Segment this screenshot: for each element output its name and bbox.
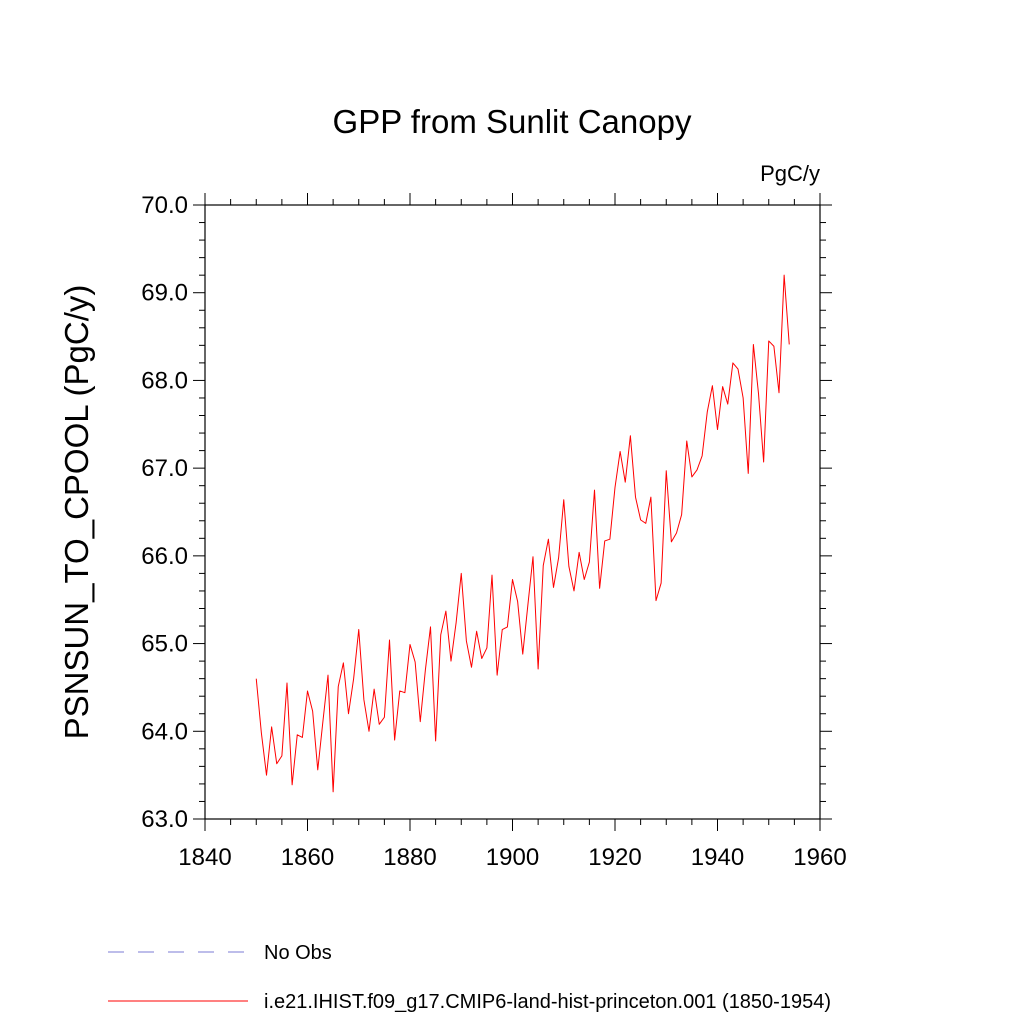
- y-tick-label: 69.0: [141, 280, 188, 307]
- y-tick-label: 63.0: [141, 806, 188, 833]
- x-tick-label: 1940: [691, 844, 744, 871]
- x-tick-label: 1880: [383, 844, 436, 871]
- y-tick-label: 64.0: [141, 718, 188, 745]
- x-tick-label: 1900: [486, 844, 539, 871]
- x-tick-label: 1960: [793, 844, 846, 871]
- y-tick-label: 70.0: [141, 192, 188, 219]
- x-tick-label: 1840: [178, 844, 231, 871]
- y-tick-label: 65.0: [141, 631, 188, 658]
- plot-area: 1840 1860 1880 1900 1920 1940 1960 63.0 64.0 65.0…: [141, 192, 846, 871]
- legend: No Obs i.e21.IHIST.f09_g17.CMIP6-land-his…: [108, 942, 831, 1013]
- legend-label: i.e21.IHIST.f09_g17.CMIP6-land-hist-prin…: [264, 991, 831, 1013]
- x-tick-label: 1920: [588, 844, 641, 871]
- y-tick-label: 68.0: [141, 367, 188, 394]
- units-label: PgC/y: [760, 161, 820, 186]
- x-tick-label: 1860: [281, 844, 334, 871]
- y-tick-label: 67.0: [141, 455, 188, 482]
- y-tick-label: 66.0: [141, 543, 188, 570]
- series-line: [255, 274, 790, 793]
- chart-title: GPP from Sunlit Canopy: [333, 103, 692, 140]
- plot-frame: [204, 204, 821, 820]
- legend-label: No Obs: [264, 942, 332, 964]
- y-axis-label: PSNSUN_TO_CPOOL (PgC/y): [58, 285, 95, 740]
